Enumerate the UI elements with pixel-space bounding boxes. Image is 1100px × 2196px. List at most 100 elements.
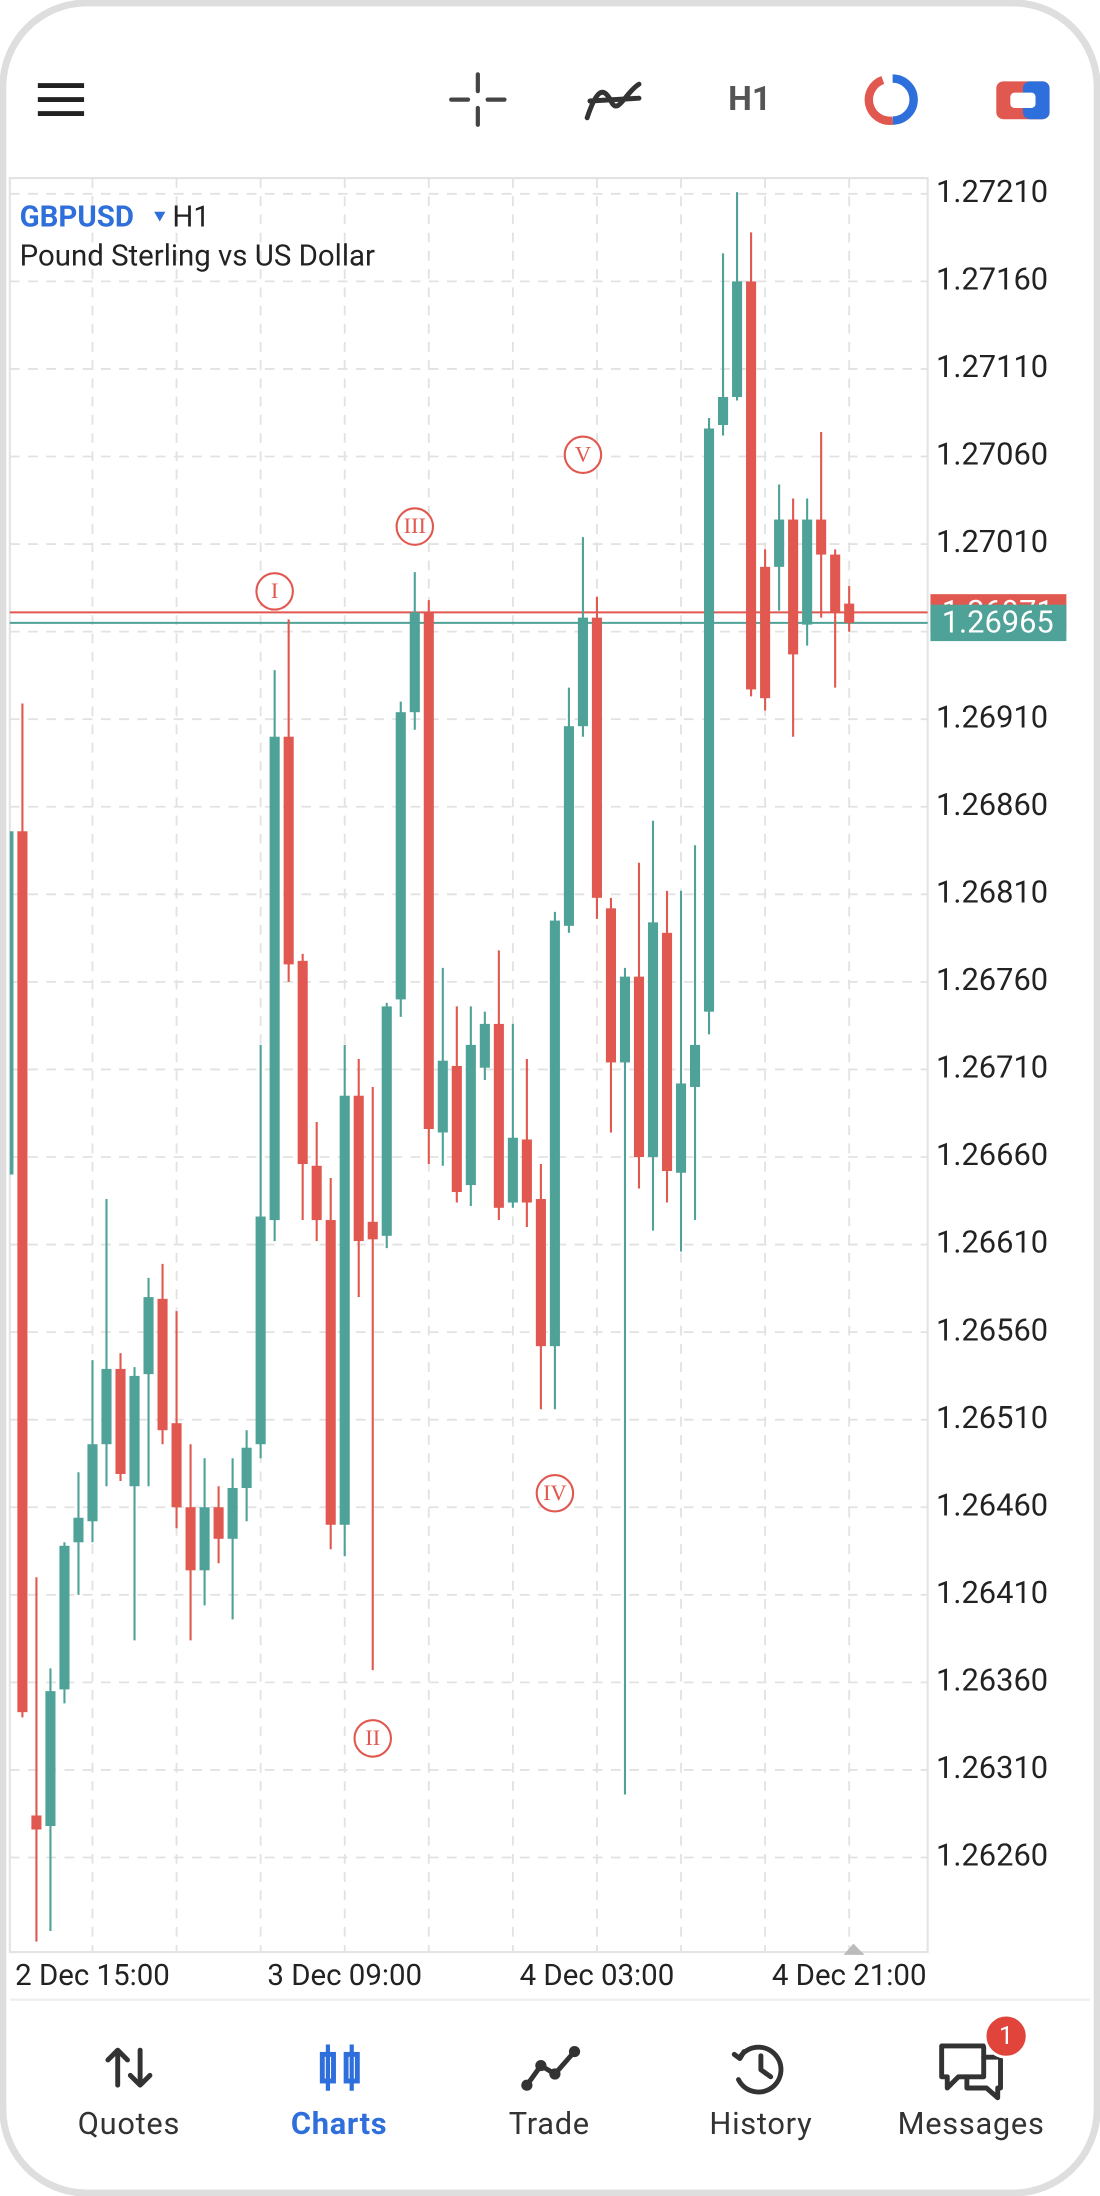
nav-label: History [709, 2105, 812, 2142]
nav-quotes[interactable]: Quotes [78, 2047, 180, 2142]
candle-body [577, 617, 588, 727]
y-tick-label: 1.26510 [936, 1399, 1048, 1436]
candle-body [101, 1368, 112, 1445]
wave-label: III [404, 513, 426, 538]
wave-marker [563, 435, 603, 475]
candle-body [45, 1691, 56, 1826]
symbol-dropdown[interactable] [154, 211, 166, 222]
chart-shift-marker[interactable] [843, 1943, 865, 1955]
candle-body [675, 1083, 687, 1173]
candle-body [213, 1507, 224, 1539]
candle-body [451, 1065, 462, 1193]
candle-body [325, 1220, 336, 1525]
candle-body [143, 1297, 154, 1375]
candle-body [9, 831, 14, 1175]
y-tick-label: 1.26310 [936, 1749, 1048, 1786]
y-tick-label: 1.27060 [936, 436, 1048, 473]
wave-marker [395, 507, 435, 546]
candle-body [311, 1165, 322, 1221]
candle-body [816, 519, 827, 555]
candle-body [185, 1507, 196, 1571]
candle-body [255, 1216, 266, 1445]
menu-button[interactable] [37, 83, 85, 117]
nav-label: Charts [291, 2105, 387, 2142]
wave-marker [353, 1719, 393, 1758]
y-tick-label: 1.26610 [936, 1224, 1048, 1261]
candle-body [479, 1023, 490, 1068]
candle-body [157, 1298, 168, 1431]
candle-body [760, 566, 771, 699]
badge-count: 1 [999, 2022, 1013, 2051]
x-tick-label: 4 Dec 21:00 [772, 1959, 927, 1993]
candle-body [788, 519, 799, 655]
y-tick-label: 1.26460 [936, 1486, 1048, 1523]
candle-body [746, 281, 757, 690]
candle-body [339, 1095, 350, 1525]
candle-body [269, 736, 280, 1221]
candle-body [423, 612, 434, 1129]
timeframe-button[interactable]: H1 [728, 80, 771, 119]
y-tick-label: 1.27160 [936, 261, 1048, 298]
candle-body [521, 1139, 532, 1203]
candle-body [563, 726, 574, 926]
y-tick-label: 1.26260 [936, 1837, 1048, 1874]
candle-body [619, 976, 631, 1063]
candle-body [395, 712, 406, 1000]
y-tick-label: 1.27110 [936, 348, 1048, 385]
y-tick-label: 1.26860 [936, 786, 1048, 823]
candle-body [115, 1368, 126, 1474]
candle-body [774, 519, 785, 567]
candle-body [844, 603, 855, 623]
candle-body [661, 932, 673, 1172]
candle-body [283, 736, 294, 965]
price-label-box [930, 604, 1067, 642]
x-tick-label: 3 Dec 09:00 [267, 1959, 422, 1993]
y-tick-label: 1.26760 [936, 961, 1048, 998]
nav-trade[interactable]: Trade [509, 2045, 590, 2142]
crosshair-button[interactable] [449, 72, 507, 127]
nav-messages[interactable]: Messages [898, 2043, 1045, 2142]
candle-body [241, 1447, 252, 1488]
nav-label: Messages [898, 2105, 1045, 2142]
symbol-timeframe: H1 [172, 200, 210, 234]
candle-body [31, 1815, 42, 1830]
y-tick-label: 1.26360 [936, 1662, 1048, 1699]
nav-history[interactable]: History [709, 2044, 812, 2142]
candle-body [367, 1221, 378, 1240]
y-tick-label: 1.26810 [936, 873, 1048, 910]
candle-body [17, 831, 28, 1713]
one-click-button[interactable] [996, 81, 1050, 120]
candle-body [605, 908, 616, 1063]
y-tick-label: 1.27010 [936, 523, 1048, 560]
wave-label: IV [543, 1480, 567, 1505]
candle-body [381, 1006, 392, 1236]
candle-body [507, 1137, 518, 1203]
candle-body [718, 396, 729, 425]
candle-body [353, 1095, 364, 1242]
candle-body [802, 519, 813, 625]
trade-mode-button[interactable] [864, 74, 918, 125]
wave-marker [255, 572, 294, 611]
candle-body [437, 1060, 448, 1133]
candle-body [59, 1545, 70, 1690]
nav-label: Trade [509, 2105, 590, 2142]
symbol-name[interactable]: GBPUSD [20, 200, 134, 234]
nav-charts[interactable]: Charts [291, 2044, 387, 2142]
candle-body [227, 1487, 238, 1539]
x-tick-label: 4 Dec 03:00 [520, 1959, 675, 1993]
wave-label: II [365, 1725, 380, 1750]
y-tick-label: 1.27210 [936, 173, 1048, 210]
candle-body [732, 281, 743, 397]
indicators-button[interactable] [584, 81, 642, 121]
candle-body [633, 976, 645, 1158]
price-label: 1.26965 [942, 603, 1054, 640]
candle-body [73, 1517, 84, 1543]
nav-label: Quotes [78, 2105, 180, 2142]
candle-body [549, 920, 560, 1347]
wave-label: I [271, 578, 278, 603]
y-tick-label: 1.26710 [936, 1049, 1048, 1086]
candle-body [297, 960, 308, 1165]
y-tick-label: 1.26660 [936, 1136, 1048, 1173]
